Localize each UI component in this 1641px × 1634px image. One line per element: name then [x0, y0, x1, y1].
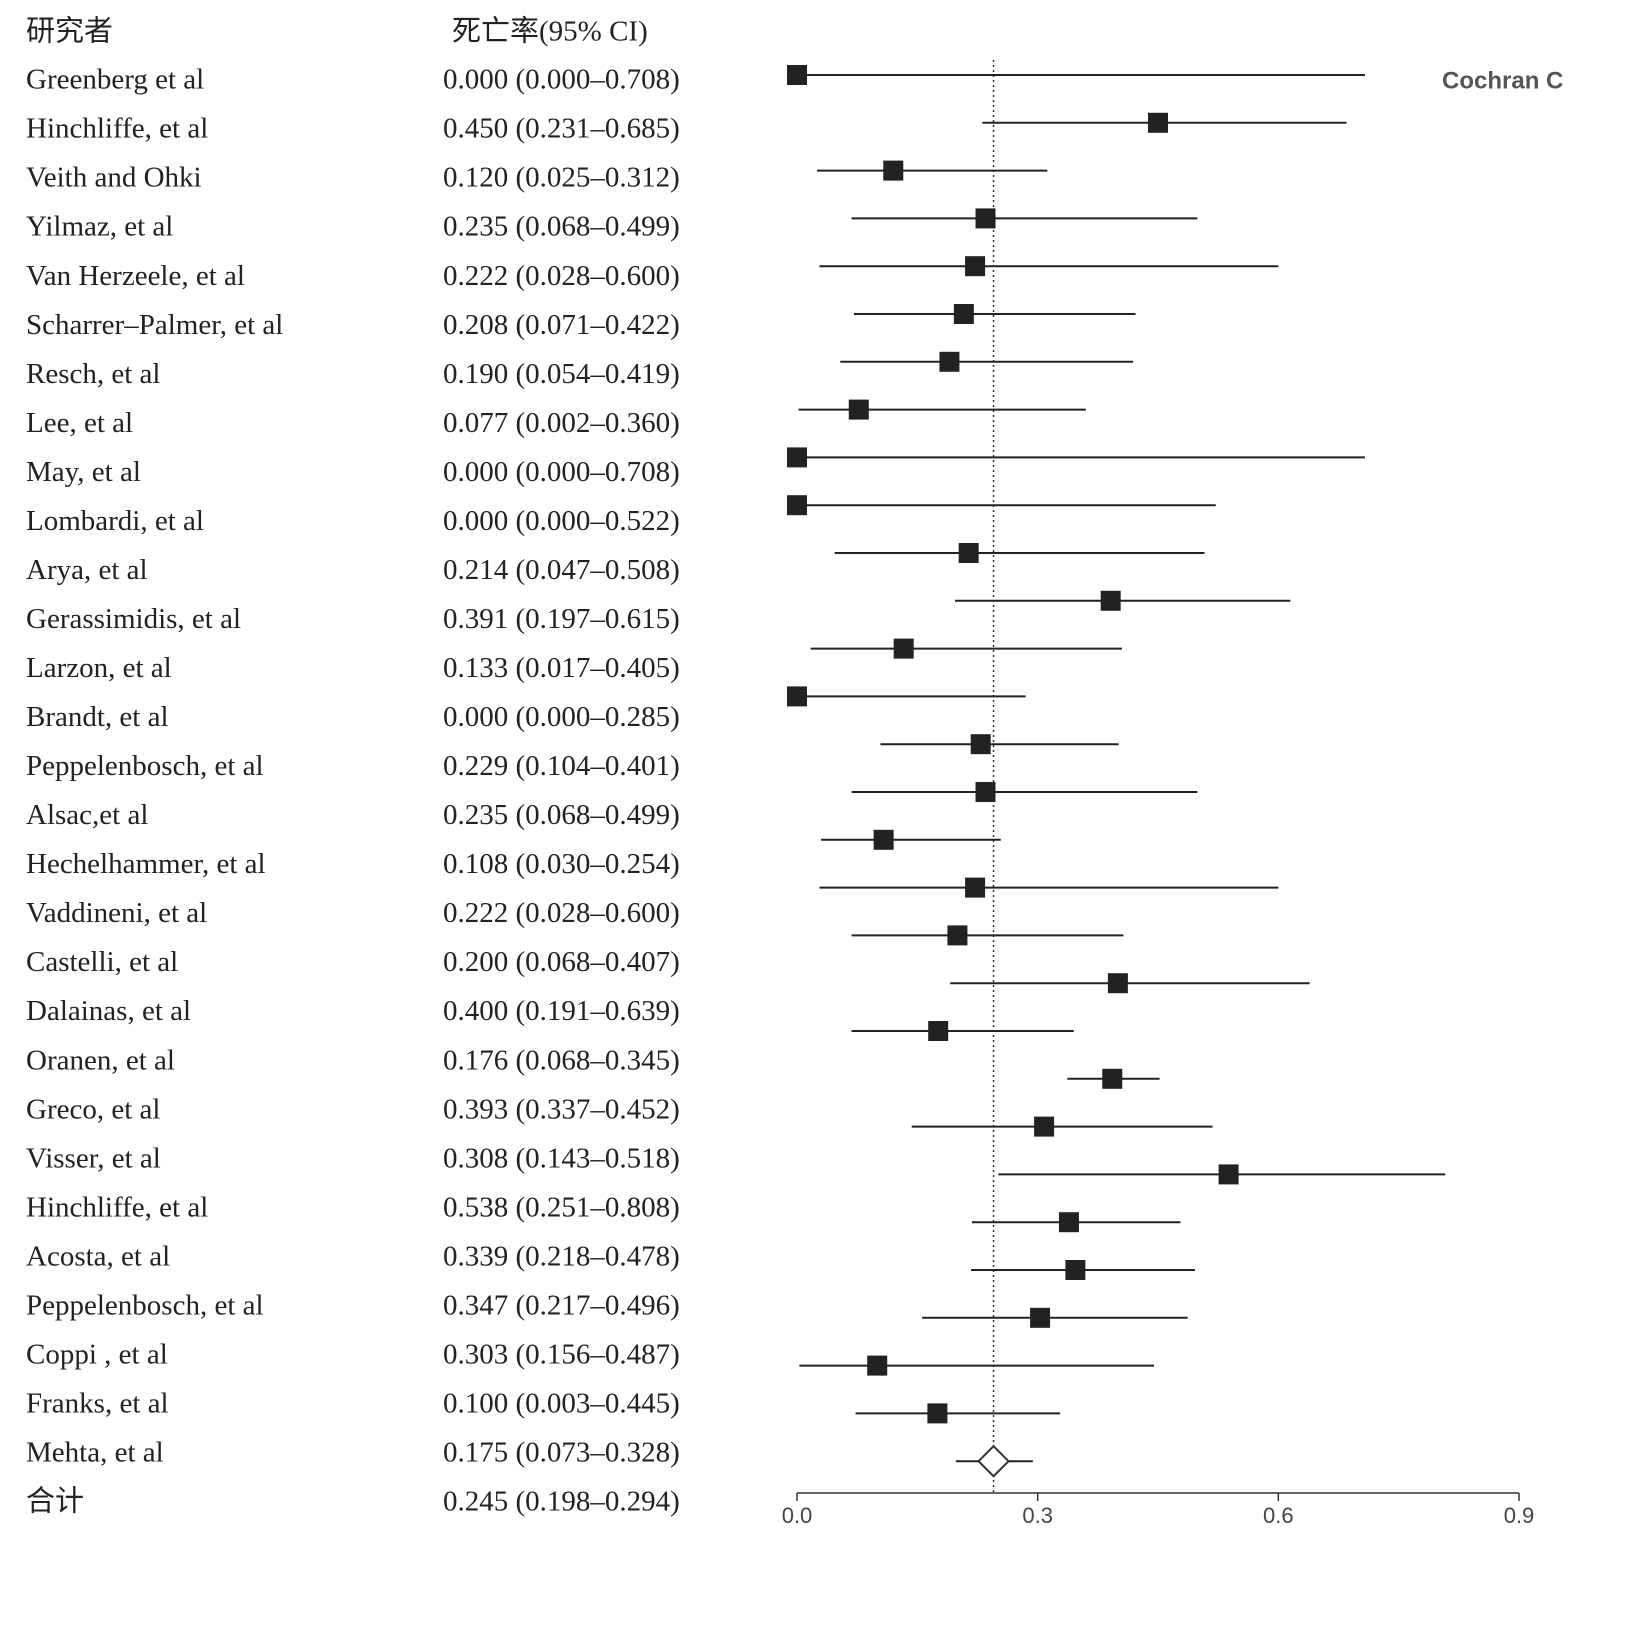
x-tick-label: 0.0	[782, 1503, 813, 1528]
study-name: Veith and Ohki	[26, 162, 202, 194]
estimate-label: 0.400 (0.191–0.639)	[443, 995, 680, 1027]
study-name: Oranen, et al	[26, 1044, 175, 1076]
study-name: Franks, et al	[26, 1387, 169, 1419]
estimate-marker	[927, 1403, 948, 1424]
estimate-label: 0.208 (0.071–0.422)	[443, 309, 680, 341]
estimate-marker	[1100, 590, 1121, 611]
estimate-label: 0.222 (0.028–0.600)	[443, 260, 680, 292]
estimate-marker	[848, 399, 869, 420]
estimate-marker	[953, 304, 974, 324]
estimate-marker	[1065, 1260, 1086, 1280]
estimate-marker	[787, 65, 807, 85]
estimate-marker	[928, 1021, 949, 1041]
estimate-marker	[1034, 1116, 1055, 1137]
estimate-label: 0.000 (0.000–0.708)	[443, 64, 680, 96]
study-name: Van Herzeele, et al	[26, 260, 245, 292]
x-tick-label: 0.3	[1022, 1503, 1053, 1528]
estimate-label: 0.222 (0.028–0.600)	[443, 897, 680, 929]
study-name: Arya, et al	[26, 554, 148, 586]
estimate-label: 0.229 (0.104–0.401)	[443, 750, 680, 782]
estimate-marker	[1102, 1068, 1123, 1089]
study-name: Peppelenbosch, et al	[26, 1289, 264, 1321]
estimate-marker	[1058, 1212, 1079, 1233]
estimate-label: 0.108 (0.030–0.254)	[443, 848, 680, 880]
estimate-marker	[787, 447, 807, 468]
estimate-label: 0.347 (0.217–0.496)	[443, 1289, 680, 1321]
estimate-marker	[893, 638, 914, 659]
estimate-label: 0.133 (0.017–0.405)	[443, 652, 680, 684]
study-name: Dalainas, et al	[26, 995, 191, 1027]
estimate-label: 0.235 (0.068–0.499)	[443, 799, 680, 831]
study-name: Scharrer–Palmer, et al	[26, 309, 283, 341]
study-name: Coppi , et al	[26, 1338, 168, 1370]
estimate-label: 0.000 (0.000–0.285)	[443, 701, 680, 733]
x-tick-label: 0.9	[1504, 1503, 1535, 1528]
estimate-marker	[958, 543, 979, 563]
watermark: Cochran C	[1442, 67, 1563, 94]
total-name: 合计	[26, 1485, 84, 1518]
estimate-marker	[1148, 112, 1168, 133]
estimate-label: 0.175 (0.073–0.328)	[443, 1436, 680, 1468]
study-name: Peppelenbosch, et al	[26, 750, 264, 782]
estimate-label: 0.393 (0.337–0.452)	[443, 1093, 680, 1125]
study-name: May, et al	[26, 456, 141, 488]
estimate-label: 0.339 (0.218–0.478)	[443, 1240, 680, 1272]
estimate-marker	[947, 925, 968, 946]
estimate-label: 0.190 (0.054–0.419)	[443, 358, 680, 390]
study-name: Hechelhammer, et al	[26, 848, 266, 880]
study-name: Lee, et al	[26, 407, 133, 439]
study-header: 研究者	[26, 15, 113, 48]
estimate-marker	[939, 351, 960, 372]
estimate-label: 0.235 (0.068–0.499)	[443, 211, 680, 243]
study-name: Gerassimidis, et al	[26, 603, 241, 635]
estimate-label: 0.391 (0.197–0.615)	[443, 603, 680, 635]
estimate-label: 0.100 (0.003–0.445)	[443, 1387, 680, 1419]
total-label: 0.245 (0.198–0.294)	[443, 1486, 680, 1518]
x-tick-label: 0.6	[1263, 1503, 1294, 1528]
estimate-marker	[965, 877, 986, 898]
study-name: Vaddineni, et al	[26, 897, 207, 929]
estimate-marker	[970, 734, 991, 755]
estimate-label: 0.000 (0.000–0.522)	[443, 505, 680, 537]
estimate-label: 0.214 (0.047–0.508)	[443, 554, 680, 586]
estimate-marker	[965, 256, 986, 277]
estimate-marker	[883, 160, 904, 181]
estimate-marker	[975, 782, 996, 802]
estimate-label: 0.200 (0.068–0.407)	[443, 946, 680, 978]
estimate-label: 0.176 (0.068–0.345)	[443, 1044, 680, 1076]
estimate-marker	[975, 208, 996, 229]
estimate-marker	[787, 495, 807, 516]
estimate-label: 0.120 (0.025–0.312)	[443, 162, 680, 194]
estimate-marker	[787, 686, 807, 707]
study-name: Castelli, et al	[26, 946, 178, 978]
study-name: Yilmaz, et al	[26, 211, 173, 243]
study-name: Hinchliffe, et al	[26, 1191, 208, 1223]
study-name: Larzon, et al	[26, 652, 172, 684]
estimate-header: 死亡率(95% CI)	[452, 15, 648, 48]
estimate-marker	[1030, 1307, 1051, 1328]
study-name: Mehta, et al	[26, 1436, 164, 1468]
estimate-marker	[1107, 973, 1128, 994]
estimate-marker	[873, 829, 894, 850]
estimate-marker	[867, 1355, 888, 1376]
estimate-label: 0.450 (0.231–0.685)	[443, 113, 680, 145]
estimate-label: 0.077 (0.002–0.360)	[443, 407, 680, 439]
study-name: Visser, et al	[26, 1142, 161, 1174]
estimate-marker	[1218, 1164, 1239, 1185]
study-name: Greco, et al	[26, 1093, 160, 1125]
estimate-label: 0.538 (0.251–0.808)	[443, 1191, 680, 1223]
total-diamond	[977, 1444, 1010, 1478]
study-name: Acosta, et al	[26, 1240, 170, 1272]
study-name: Hinchliffe, et al	[26, 113, 208, 145]
study-name: Brandt, et al	[26, 701, 169, 733]
estimate-label: 0.303 (0.156–0.487)	[443, 1338, 680, 1370]
study-name: Lombardi, et al	[26, 505, 204, 537]
study-name: Resch, et al	[26, 358, 160, 390]
estimate-label: 0.000 (0.000–0.708)	[443, 456, 680, 488]
study-name: Alsac,et al	[26, 799, 148, 831]
study-name: Greenberg et al	[26, 64, 204, 96]
estimate-label: 0.308 (0.143–0.518)	[443, 1142, 680, 1174]
